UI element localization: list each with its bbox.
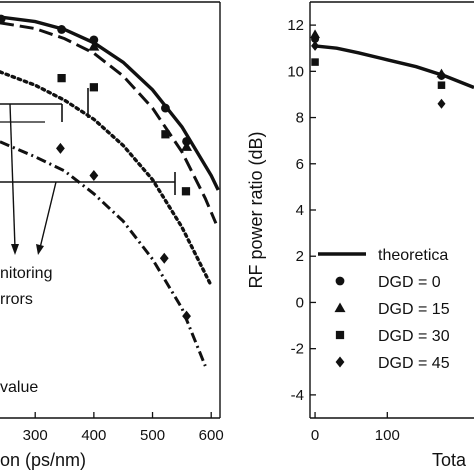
left-annotation-lines (0, 88, 176, 255)
right-marker-square (437, 81, 446, 89)
legend-marker-square (335, 330, 345, 340)
legend-label: DGD = 0 (378, 274, 441, 291)
left-series-dotted (0, 70, 213, 288)
right-marker-triangle (310, 29, 321, 39)
annotation-errors: rrors (0, 291, 33, 308)
left-marker-circle (161, 103, 170, 113)
legend-label: DGD = 45 (378, 355, 450, 372)
left-marker-square (161, 130, 170, 139)
left-x-tick-label: 300 (23, 427, 48, 444)
left-marker-square (57, 74, 66, 83)
right-marker-diamond (311, 40, 320, 51)
right-y-axis-label: RF power ratio (dB) (246, 131, 266, 288)
right-y-tick-label: 10 (287, 63, 304, 80)
legend-entry: theoretica (318, 247, 448, 264)
left-marker-circle (89, 35, 99, 45)
left-marker-triangle (181, 141, 193, 151)
legend-entry: DGD = 45 (335, 355, 450, 372)
left-marker-square (89, 83, 98, 92)
legend-marker-triangle (334, 302, 346, 313)
right-marker-triangle (436, 68, 447, 78)
left-x-tick-label: 600 (199, 427, 224, 444)
left-marker-diamond (159, 252, 169, 264)
legend-entry: DGD = 0 (335, 274, 441, 291)
right-x-tick-label: 100 (375, 427, 400, 444)
right-y-tick-label: 12 (287, 17, 304, 34)
right-x-axis-label: Tota (432, 450, 467, 470)
left-marker-square (181, 187, 191, 196)
right-chart: -4 -2 0 2 4 6 8 10 12 0 100 RF power ratio (dB) T… (246, 1, 474, 470)
left-series-long-dash (0, 21, 218, 224)
left-marker-circle (57, 25, 66, 34)
right-x-ticks: 0 100 (311, 412, 400, 444)
legend: theoretica DGD = 0 DGD = 15 DGD = 30 DGD = 4… (318, 247, 450, 372)
legend-label: DGD = 30 (378, 328, 450, 345)
left-x-ticks: 300 400 500 600 (23, 412, 224, 444)
right-y-tick-label: 8 (296, 110, 304, 127)
left-x-tick-label: 400 (81, 427, 106, 444)
annotation-monitoring: nitoring (0, 265, 52, 282)
left-marker-triangle (88, 41, 100, 51)
left-marker-diamond (182, 310, 191, 322)
right-marker-diamond (437, 98, 446, 109)
right-y-tick-label: 6 (296, 156, 304, 173)
left-marker-diamond (56, 142, 65, 154)
legend-marker-diamond (335, 356, 345, 368)
right-theoretical-line (314, 44, 474, 90)
right-y-tick-label: 0 (296, 294, 304, 311)
legend-label: theoretica (378, 247, 448, 264)
right-marker-square (311, 58, 319, 66)
right-y-tick-label: -4 (291, 387, 304, 404)
legend-entry: DGD = 30 (335, 328, 450, 345)
left-marker-circle (0, 14, 6, 24)
left-chart: 300 400 500 600 nitoring rrors value on (ps… (0, 1, 224, 470)
left-x-axis-label: on (ps/nm) (0, 450, 86, 470)
legend-entry: DGD = 15 (334, 301, 450, 318)
legend-label: DGD = 15 (378, 301, 450, 318)
left-x-tick-label: 500 (140, 427, 165, 444)
annotation-value: value (0, 379, 38, 396)
legend-marker-circle (335, 276, 345, 286)
right-y-tick-label: 2 (296, 248, 304, 265)
right-x-tick-label: 0 (311, 427, 319, 444)
right-y-ticks: -4 -2 0 2 4 6 8 10 12 (287, 17, 316, 404)
right-y-tick-label: -2 (291, 341, 304, 358)
left-plot-frame (0, 1, 221, 419)
left-series-solid (0, 15, 220, 191)
left-marker-diamond (89, 169, 99, 181)
right-y-tick-label: 4 (296, 202, 304, 219)
left-series-dash-dot (0, 140, 207, 367)
